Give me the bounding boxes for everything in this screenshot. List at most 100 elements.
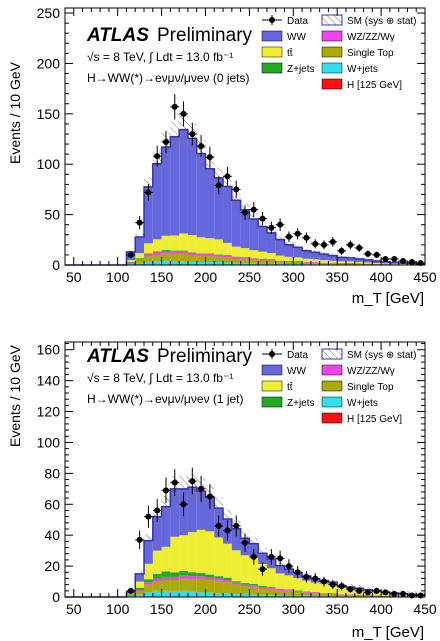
bar-z-jets-290 — [284, 589, 294, 590]
data-point-305 — [293, 566, 303, 579]
bar-single-top-380 — [363, 263, 373, 265]
bar-tt--250 — [249, 250, 259, 259]
bar-ww-340 — [328, 255, 338, 261]
bar-single-top-140 — [152, 254, 162, 261]
bar-single-top-370 — [354, 263, 364, 265]
bar-tt--270 — [266, 568, 276, 587]
bar-single-top-230 — [231, 584, 241, 594]
data-point-365 — [345, 585, 355, 593]
legend-entry: tt̄ — [261, 46, 293, 59]
bar-wz-zz-w--300 — [293, 590, 303, 592]
data-point-235 — [231, 515, 241, 537]
bar-w-jets-190 — [196, 261, 206, 265]
bar-single-top-180 — [187, 255, 197, 262]
bar-z-jets-150 — [161, 249, 171, 251]
bar-single-top-330 — [319, 593, 329, 597]
data-point-275 — [266, 548, 276, 565]
bar-ww-230 — [231, 528, 241, 551]
bar-single-top-250 — [249, 259, 259, 263]
legend-entry: WW — [261, 364, 306, 377]
bar-tt--120 — [135, 581, 145, 588]
bar-tt--160 — [170, 536, 180, 573]
x-tick-label: 350 — [326, 601, 350, 617]
bar-single-top-210 — [214, 580, 224, 594]
bar-z-jets-140 — [152, 251, 162, 253]
bar-w-jets-230 — [231, 593, 241, 597]
y-tick-label: 20 — [44, 558, 60, 574]
bar-w-jets-130 — [144, 261, 153, 265]
svg-text:W+jets: W+jets — [347, 398, 378, 409]
legend: Data SM (sys ⊕ stat) WW WZ/ZZ/Wγ tt̄ Single T… — [261, 14, 417, 91]
bar-single-top-200 — [205, 580, 215, 593]
bar-single-top-120 — [135, 259, 145, 263]
bar-single-top-130 — [144, 584, 153, 593]
legend-entry: Data — [262, 349, 309, 361]
y-tick-label: 0 — [52, 257, 60, 273]
y-tick-label: 80 — [44, 465, 60, 481]
x-tick-label: 250 — [238, 601, 262, 617]
bar-ww-230 — [231, 200, 241, 247]
bar-w-jets-190 — [196, 592, 206, 597]
bar-w-jets-300 — [293, 595, 303, 597]
data-point-365 — [345, 240, 355, 250]
bar-single-top-310 — [302, 262, 311, 265]
data-point-145 — [152, 498, 162, 523]
bar-ww-290 — [284, 244, 294, 257]
bar-w-jets-110 — [126, 263, 136, 265]
bar-tt--260 — [258, 251, 267, 259]
bar-w-jets-130 — [144, 592, 153, 597]
legend-entry: WZ/ZZ/Wγ — [321, 30, 395, 43]
bar-wz-zz-w--120 — [135, 258, 145, 260]
data-point-375 — [354, 243, 364, 253]
legend-entry: SM (sys ⊕ stat) — [321, 14, 417, 27]
bar-tt--280 — [275, 255, 285, 261]
data-point-195 — [196, 135, 206, 158]
bar-z-jets-130 — [144, 579, 153, 583]
data-point-205 — [205, 484, 215, 510]
bar-single-top-190 — [196, 578, 206, 593]
bar-single-top-130 — [144, 256, 153, 262]
bar-single-top-170 — [179, 578, 188, 591]
bar-ww-260 — [258, 553, 267, 565]
x-tick-label: 350 — [326, 269, 350, 285]
bar-z-jets-190 — [196, 573, 206, 577]
legend-entry: W+jets — [321, 396, 378, 409]
data-point-405 — [381, 589, 390, 596]
bar-w-jets-150 — [161, 260, 171, 265]
bar-tt--340 — [328, 585, 338, 593]
bar-single-top-230 — [231, 258, 241, 263]
bar-tt--300 — [293, 257, 303, 261]
bar-single-top-380 — [363, 595, 373, 597]
bar-z-jets-210 — [214, 576, 224, 579]
bar-z-jets-110 — [126, 261, 136, 263]
legend: Data SM (sys ⊕ stat) WW WZ/ZZ/Wγ tt̄ Single T… — [261, 348, 417, 425]
bar-w-jets-120 — [135, 262, 145, 265]
bar-z-jets-170 — [179, 250, 188, 252]
bar-wz-zz-w--330 — [319, 262, 329, 264]
legend-entry: W+jets — [321, 62, 378, 75]
bar-w-jets-300 — [293, 263, 303, 265]
bar-ww-200 — [205, 497, 215, 532]
bar-tt--210 — [214, 239, 224, 255]
data-point-335 — [319, 576, 329, 587]
bar-wz-zz-w--270 — [266, 587, 276, 589]
bar-ww-330 — [319, 254, 329, 261]
data-point-305 — [293, 228, 303, 240]
legend-entry: Data — [262, 15, 309, 27]
bar-ww-160 — [170, 488, 180, 537]
bar-single-top-300 — [293, 591, 303, 596]
bar-ww-160 — [170, 136, 180, 236]
data-point-175 — [179, 101, 188, 127]
bar-wz-zz-w--190 — [196, 253, 206, 256]
bar-w-jets-260 — [258, 594, 267, 597]
bar-tt--360 — [345, 261, 355, 263]
bar-w-jets-230 — [231, 262, 241, 265]
x-tick-label: 200 — [194, 269, 218, 285]
data-point-225 — [223, 166, 232, 186]
data-point-285 — [275, 218, 285, 232]
data-point-255 — [249, 548, 259, 565]
bar-wz-zz-w--270 — [266, 259, 276, 261]
data-point-175 — [179, 492, 188, 517]
bar-w-jets-280 — [275, 595, 285, 597]
